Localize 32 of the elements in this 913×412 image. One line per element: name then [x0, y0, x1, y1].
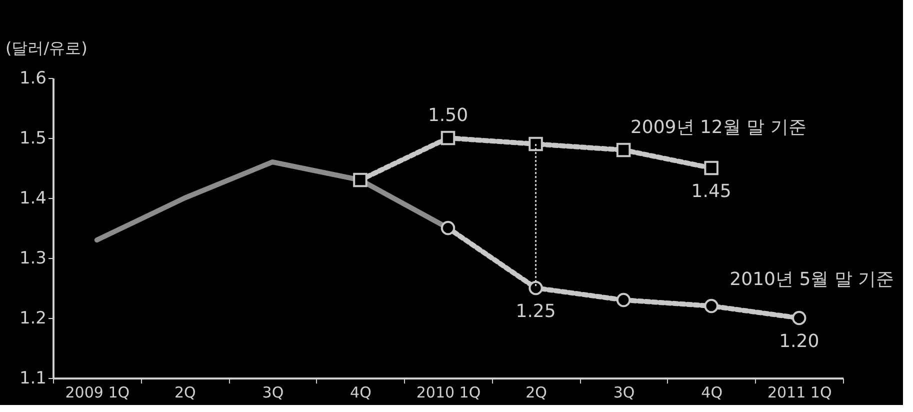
- data-label: 1.20: [779, 331, 820, 352]
- point: [704, 160, 718, 176]
- x-tick-label: 3Q: [613, 384, 635, 402]
- x-tick-label: 2011 1Q: [767, 384, 832, 402]
- y-tick-label: 1.4: [19, 188, 46, 208]
- x-tick-label: 2010 1Q: [416, 384, 481, 402]
- y-tick-label: 1.5: [19, 128, 46, 148]
- series-label: 2010년 5월 말 기준: [730, 269, 894, 290]
- x-tick-label: 2009 1Q: [65, 384, 130, 402]
- y-tick-label: 1.1: [19, 368, 46, 388]
- point: [616, 292, 631, 308]
- series-label: 2009년 12월 말 기준: [630, 117, 806, 138]
- point: [440, 220, 456, 236]
- y-tick-label: 1.3: [19, 248, 46, 268]
- point: [528, 136, 543, 152]
- point: [616, 142, 631, 158]
- x-tick-label: 4Q: [701, 384, 723, 402]
- point: [353, 172, 368, 188]
- point: [792, 310, 806, 326]
- y-axis-title: (달러/유로): [6, 38, 88, 58]
- data-label: 1.45: [691, 181, 732, 202]
- y-tick-label: 1.6: [19, 68, 46, 88]
- x-tick-label: 2Q: [526, 384, 547, 402]
- point: [528, 280, 543, 296]
- data-label: 1.50: [428, 105, 468, 126]
- x-tick-label: 3Q: [262, 384, 284, 402]
- x-tick-label: 4Q: [350, 384, 372, 402]
- y-tick-label: 1.2: [19, 308, 46, 328]
- point: [440, 130, 456, 146]
- x-tick-label: 2Q: [174, 384, 196, 402]
- point: [704, 298, 718, 314]
- data-label: 1.25: [516, 301, 556, 322]
